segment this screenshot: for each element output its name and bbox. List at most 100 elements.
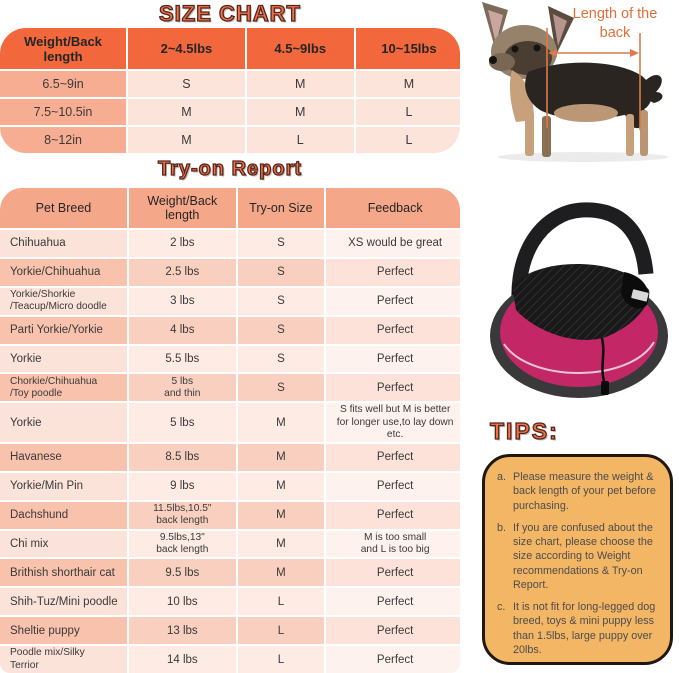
table-cell: L	[237, 588, 325, 616]
table-cell: M	[128, 127, 245, 153]
table-cell: 8~12in	[0, 127, 127, 153]
bag-strap	[511, 202, 654, 328]
table-cell: Perfect	[326, 646, 460, 673]
table-cell: 2 lbs	[128, 230, 236, 257]
table-cell: Perfect	[326, 287, 460, 315]
tips-title: TIPS:	[489, 417, 559, 444]
table-cell: 3 lbs	[128, 287, 236, 315]
dog-front-leg	[525, 112, 534, 156]
dog-nose	[489, 56, 497, 64]
table-cell: Poodle mix/Silky Terrior	[0, 646, 127, 673]
table-cell: 5 lbs	[128, 403, 236, 442]
table-cell: L	[246, 127, 354, 153]
table-cell: Perfect	[326, 345, 460, 373]
table-cell: M	[355, 71, 460, 97]
table-cell: M	[246, 99, 354, 125]
table-cell: Yorkie/Chihuahua	[0, 258, 127, 286]
table-cell: Brithish shorthair cat	[0, 559, 127, 587]
tips-box: a. Please measure the weight & back leng…	[482, 454, 673, 665]
table-cell: L	[237, 646, 325, 673]
tryon-report-table: Pet Breed Weight/Back length Try-on Size Fe…	[0, 188, 460, 673]
table-cell: 11.5lbs,10.5" back length	[128, 501, 236, 529]
table-cell: Perfect	[326, 472, 460, 500]
table-cell: 10 lbs	[128, 588, 236, 616]
table-cell: Dachshund	[0, 501, 127, 529]
table-cell: Perfect	[326, 443, 460, 471]
back-length-annotation: Length of the back	[572, 6, 658, 41]
table-cell: Chi mix	[0, 530, 127, 558]
table-cell: Yorkie/Shorkie /Teacup/Micro doodle	[0, 287, 127, 315]
dog-eye-right	[533, 44, 541, 52]
header-cell: Weight/Back length	[0, 28, 127, 69]
size-chart-table: Weight/Back length 2~4.5lbs 4.5~9lbs 10~15l…	[0, 28, 460, 153]
tip-label: c.	[497, 601, 506, 613]
table-cell: S	[237, 287, 325, 315]
arrow-head-right-icon	[630, 49, 639, 57]
header-cell: 2~4.5lbs	[128, 28, 245, 69]
tip-label: b.	[497, 521, 507, 534]
header-cell: Weight/Back length	[128, 188, 236, 228]
table-cell: S	[237, 258, 325, 286]
table-cell: L	[355, 127, 460, 153]
table-cell: XS would be great	[326, 230, 460, 257]
table-cell: S fits well but M is better for longer u…	[326, 403, 460, 442]
table-cell: S	[237, 230, 325, 257]
tip-text: Please measure the weight & back length …	[513, 471, 656, 512]
tip-item-b: b. If you are confused about the size ch…	[497, 521, 661, 592]
table-cell: Chihuahua	[0, 230, 127, 257]
table-cell: M	[246, 71, 354, 97]
drawstring-cord	[600, 337, 607, 385]
tip-text: If you are confused about the size chart…	[513, 521, 653, 591]
dog-tail	[644, 75, 663, 103]
table-cell: M is too small and L is too big	[326, 530, 460, 558]
dog-back-leg-2	[640, 110, 648, 156]
table-cell: Yorkie	[0, 403, 127, 442]
header-cell: Pet Breed	[0, 188, 127, 228]
bag-label	[631, 289, 649, 302]
table-cell: 6.5~9in	[0, 71, 127, 97]
table-cell: Perfect	[326, 374, 460, 402]
table-cell: L	[355, 99, 460, 125]
tip-item-a: a. Please measure the weight & back leng…	[497, 470, 661, 513]
sling-carrier-illustration	[490, 202, 668, 398]
size-chart-title: SIZE CHART	[158, 0, 301, 26]
bag-mesh-panel	[512, 263, 650, 340]
table-cell: M	[237, 443, 325, 471]
table-cell: M	[128, 99, 245, 125]
table-cell: 14 lbs	[128, 646, 236, 673]
table-cell: S	[237, 316, 325, 344]
table-cell: Havanese	[0, 443, 127, 471]
tip-text: It is not fit for long-legged dog breed,…	[513, 601, 656, 656]
table-cell: Perfect	[326, 258, 460, 286]
table-cell: 9 lbs	[128, 472, 236, 500]
table-cell: M	[237, 472, 325, 500]
tip-label: a.	[497, 471, 507, 483]
table-cell: S	[128, 71, 245, 97]
header-cell: 4.5~9lbs	[246, 28, 354, 69]
table-cell: Perfect	[326, 617, 460, 645]
table-cell: 9.5lbs,13" back length	[128, 530, 236, 558]
table-cell: 9.5 lbs	[128, 559, 236, 587]
header-cell: Feedback	[326, 188, 460, 228]
table-cell: 8.5 lbs	[128, 443, 236, 471]
table-cell: Shih-Tuz/Mini poodle	[0, 588, 127, 616]
table-cell: Perfect	[326, 559, 460, 587]
dog-ear-right-inner	[553, 14, 567, 46]
table-cell: Perfect	[326, 501, 460, 529]
dog-illustration	[482, 2, 668, 162]
dog-thigh	[618, 98, 646, 129]
arrow-head-left-icon	[548, 49, 557, 57]
table-cell: S	[237, 345, 325, 373]
table-cell: M	[237, 403, 325, 442]
table-cell: Yorkie/Min Pin	[0, 472, 127, 500]
bag-piping	[503, 341, 655, 374]
dog-belly	[554, 104, 618, 122]
table-cell: 13 lbs	[128, 617, 236, 645]
table-cell: 5 lbs and thin	[128, 374, 236, 402]
dog-back-leg	[626, 114, 634, 156]
table-cell: M	[237, 501, 325, 529]
table-cell: Perfect	[326, 316, 460, 344]
header-cell: Try-on Size	[237, 188, 325, 228]
table-cell: M	[237, 530, 325, 558]
dog-ear-left-inner	[488, 10, 503, 44]
